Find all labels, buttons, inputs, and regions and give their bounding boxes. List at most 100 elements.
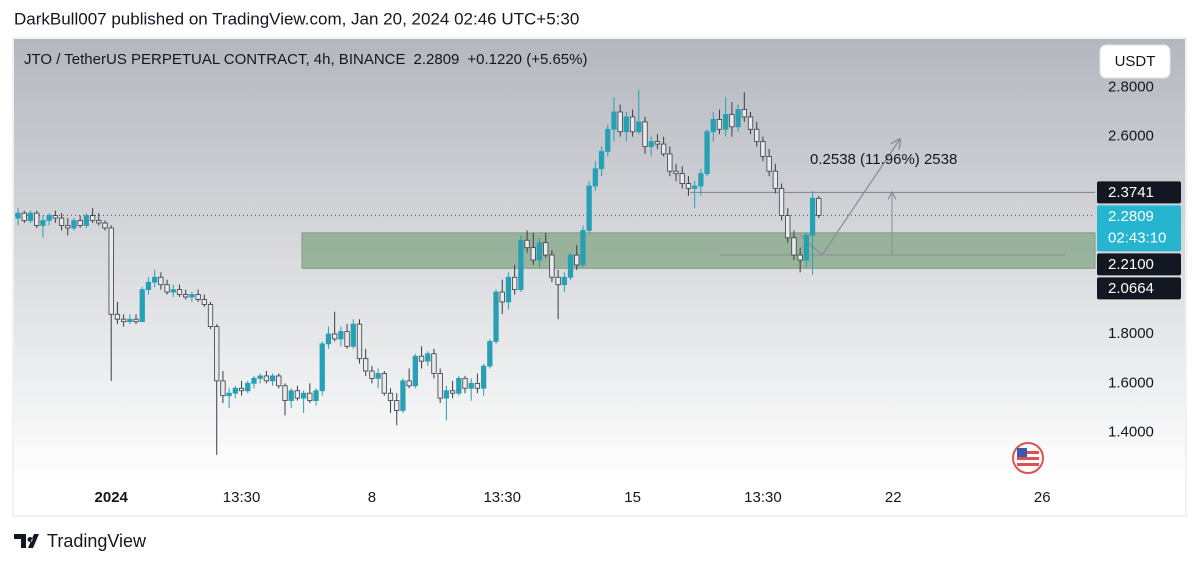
candle-body — [468, 382, 474, 389]
candle-body — [586, 185, 592, 231]
x-tick-label: 22 — [885, 489, 902, 506]
candle-body — [71, 220, 77, 229]
candle-body — [530, 247, 536, 261]
candle-body — [207, 303, 214, 327]
candle-body — [195, 294, 201, 300]
candle-body — [443, 390, 450, 399]
candle-body — [524, 239, 530, 249]
candle-body — [741, 109, 747, 118]
candle-body — [120, 318, 127, 323]
candle-body — [580, 229, 586, 266]
x-tick-label: 2024 — [95, 489, 129, 506]
y-tick-label: 1.8000 — [1108, 325, 1154, 342]
candle-body — [449, 390, 456, 394]
candle-body — [263, 375, 270, 382]
candle-body — [34, 212, 40, 226]
candle-body — [549, 254, 555, 278]
candle-body — [710, 119, 716, 133]
candle-body — [89, 215, 96, 221]
logo — [14, 534, 39, 548]
flag-icon — [1012, 442, 1044, 474]
candle-body — [288, 390, 294, 402]
candle-body — [96, 220, 102, 224]
candle-body — [108, 227, 114, 315]
candle-body — [567, 254, 574, 278]
candle-body — [257, 375, 263, 379]
candle-body — [493, 291, 499, 342]
candle-body — [400, 380, 406, 411]
measure-label: 0.2538 (11.96%) 2538 — [810, 151, 957, 168]
price-tag-label: 2.2100 — [1108, 256, 1154, 273]
candle-body — [58, 217, 65, 226]
candle-body — [102, 222, 108, 229]
x-tick-label: 26 — [1034, 489, 1051, 506]
candle-body — [698, 173, 704, 187]
candle-body — [772, 170, 778, 189]
candle-body — [623, 116, 630, 133]
candle-body — [381, 373, 387, 394]
candle-body — [754, 128, 760, 142]
price-tag — [1097, 181, 1181, 204]
candle-body — [394, 400, 400, 411]
candle-body — [412, 355, 418, 387]
candle-body — [46, 215, 52, 221]
candle-body — [425, 353, 431, 362]
countdown: 02:43:10 — [1108, 229, 1166, 246]
candle-body — [574, 254, 580, 266]
y-tick-label: 2.8000 — [1108, 78, 1154, 95]
candle-body — [723, 114, 729, 130]
candle-body — [778, 188, 785, 216]
y-tick-label: 1.6000 — [1108, 374, 1154, 391]
price-tag — [1097, 205, 1181, 252]
candle-body — [114, 313, 121, 320]
candle-body — [158, 276, 164, 286]
price-tag-label: 2.3741 — [1108, 184, 1154, 201]
candle-body — [27, 212, 34, 221]
candle-body — [766, 155, 772, 172]
change: +0.1220 (+5.65%) — [467, 51, 587, 68]
candle-body — [170, 289, 176, 293]
candle-body — [294, 390, 301, 399]
candle-body — [716, 119, 723, 130]
candle-body — [238, 387, 245, 392]
publisher: DarkBull007 published on TradingView.com… — [14, 9, 579, 28]
candle-body — [462, 377, 468, 389]
candle-body — [133, 318, 139, 323]
candle-body — [251, 377, 257, 384]
candle-body — [536, 242, 543, 261]
price-tag — [1097, 253, 1181, 276]
candle-body — [598, 151, 605, 170]
candle-body — [679, 173, 685, 184]
x-tick-label: 15 — [624, 489, 641, 506]
candle-body — [735, 109, 741, 128]
candle-body — [350, 323, 356, 347]
candle-body — [667, 153, 673, 172]
candle-body — [232, 387, 238, 394]
candle-body — [83, 215, 90, 226]
candle-body — [636, 121, 642, 133]
candle-body — [332, 333, 338, 340]
candle-body — [363, 358, 369, 372]
candle-body — [387, 392, 394, 402]
candle-body — [338, 331, 344, 340]
currency-button[interactable] — [1099, 44, 1171, 79]
candle-body — [313, 390, 319, 402]
symbol: JTO / TetherUS PERPETUAL CONTRACT, 4h, B… — [24, 51, 406, 68]
chart-title: JTO / TetherUS PERPETUAL CONTRACT, 4h, B… — [24, 51, 587, 68]
candle-body — [164, 284, 170, 293]
candle-body — [65, 225, 71, 229]
candle-body — [139, 289, 145, 323]
x-tick-label: 13:30 — [744, 489, 782, 506]
candle-body — [325, 333, 332, 345]
plot: 0.2538 (11.96%) 2538 2024 13:30 8 13:30 15 13:… — [15, 78, 1181, 506]
candle-body — [660, 143, 667, 155]
x-tick-label: 13:30 — [483, 489, 521, 506]
candle-body — [40, 220, 46, 226]
candle-body — [629, 116, 636, 133]
candle-body — [276, 375, 282, 387]
currency[interactable]: USDT — [1115, 53, 1156, 70]
candle-body — [220, 380, 226, 397]
candle-body — [543, 242, 549, 256]
candle-body — [797, 254, 803, 261]
